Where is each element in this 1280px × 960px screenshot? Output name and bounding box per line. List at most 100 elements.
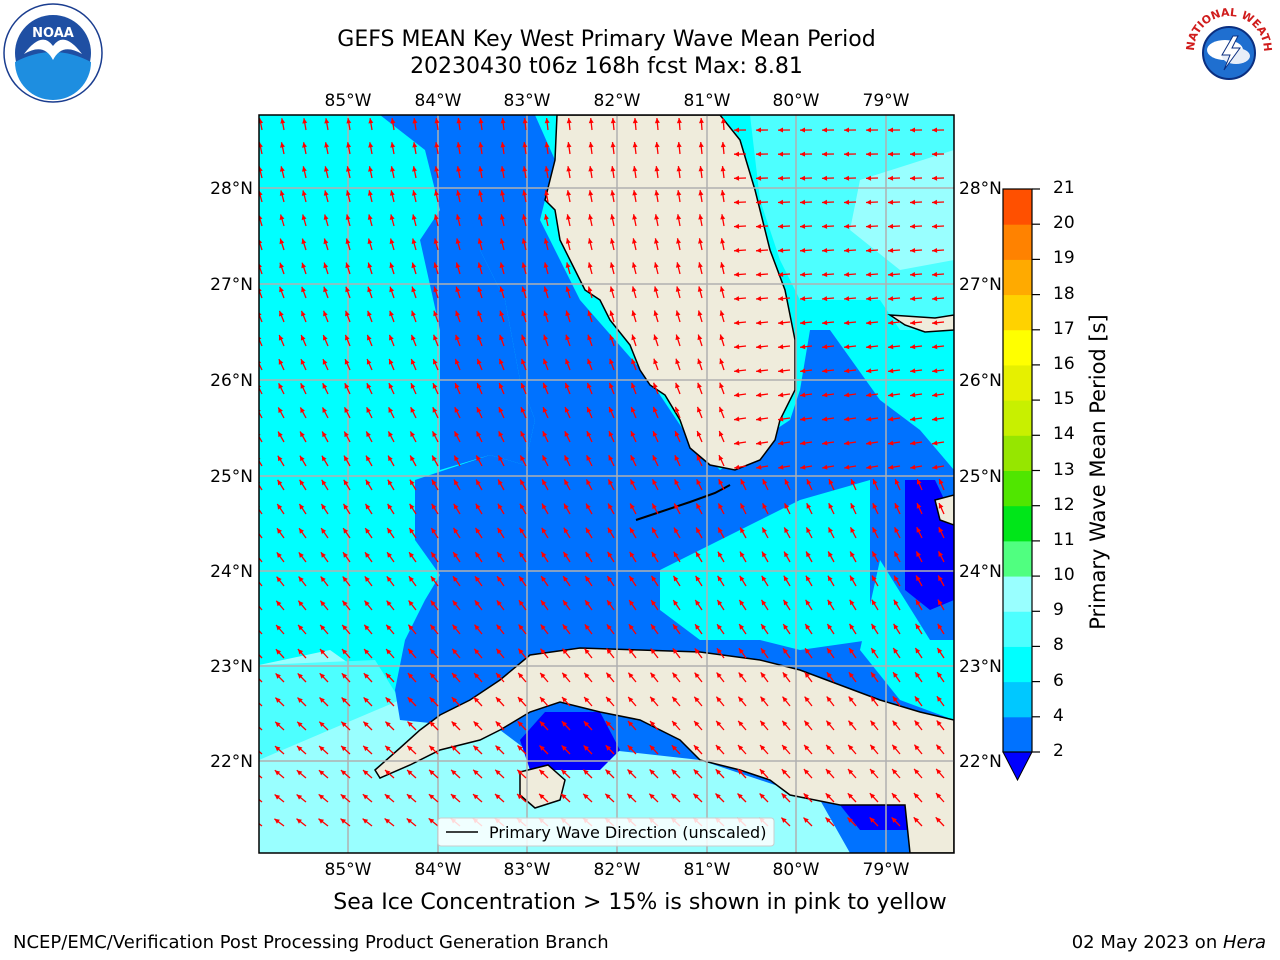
wave-arrow-head	[451, 769, 457, 776]
wave-arrow-head	[872, 503, 878, 509]
colorbar-segment	[1003, 646, 1032, 683]
wave-arrow-head	[362, 818, 369, 824]
wave-arrow-head	[277, 504, 283, 510]
wave-arrow-head	[475, 576, 480, 582]
wave-arrow-head	[456, 190, 461, 196]
wave-arrow-head	[827, 624, 833, 630]
wave-arrow-head	[872, 527, 878, 533]
wave-arrow-head	[367, 286, 372, 293]
wave-arrow-head	[387, 528, 393, 534]
wave-arrow-head	[632, 214, 638, 220]
wave-arrow-head	[844, 248, 850, 253]
wave-arrow-head	[914, 696, 920, 702]
wave-arrow-head	[521, 286, 527, 293]
wave-arrow-head	[539, 793, 545, 800]
wave-arrow-head	[406, 794, 413, 800]
wave-arrow-head	[649, 745, 655, 751]
wave-arrow-head	[631, 286, 637, 292]
wave-arrow-head	[565, 358, 570, 365]
wave-arrow-head	[409, 479, 415, 486]
colorbar-segment	[1003, 611, 1032, 647]
wave-arrow-head	[565, 334, 570, 341]
wave-arrow-head	[654, 214, 660, 220]
wave-arrow-head	[910, 199, 916, 205]
wave-arrow-head	[520, 407, 526, 413]
lon-label-bottom: 84°W	[415, 860, 462, 880]
wave-arrow-head	[561, 793, 567, 800]
wave-arrow-head	[474, 648, 480, 655]
wave-arrow-head	[497, 552, 503, 558]
wave-arrow-head	[716, 720, 722, 727]
wave-arrow-head	[893, 648, 899, 654]
wave-arrow-head	[734, 392, 740, 398]
wave-arrow-head	[675, 310, 681, 316]
wave-arrow-head	[734, 440, 740, 446]
wave-arrow-head	[631, 407, 636, 413]
wave-arrow-head	[588, 142, 594, 148]
wave-arrow-head	[521, 310, 527, 317]
wave-arrow	[259, 822, 263, 827]
wave-arrow-head	[800, 392, 806, 398]
wave-arrow-head	[410, 359, 416, 365]
wave-arrow-head	[322, 359, 328, 365]
wave-arrow-head	[826, 720, 832, 727]
wave-arrow-head	[822, 127, 827, 133]
wave-arrow-head	[363, 721, 369, 727]
wave-arrow-head	[938, 551, 943, 557]
wave-arrow-head	[697, 406, 702, 413]
wave-arrow-head	[517, 697, 524, 703]
wave-arrow-head	[715, 745, 722, 751]
wave-arrow-head	[388, 431, 393, 437]
wave-arrow-head	[388, 407, 394, 413]
wave-arrow-head	[410, 407, 416, 413]
wave-arrow-head	[783, 599, 789, 606]
wave-arrow-head	[390, 166, 395, 172]
wave-arrow-head	[698, 214, 704, 220]
wave-arrow-head	[654, 118, 660, 124]
wave-arrow-head	[937, 599, 943, 606]
wave-arrow-head	[341, 697, 347, 703]
wave-arrow-head	[564, 479, 569, 485]
wave-arrow-head	[544, 142, 550, 148]
wave-arrow-head	[632, 238, 637, 244]
wave-arrow-head	[888, 464, 894, 470]
wave-arrow	[259, 750, 263, 755]
wave-arrow-head	[800, 368, 806, 374]
legend-label: Primary Wave Direction (unscaled)	[489, 823, 766, 842]
wave-arrow-head	[274, 770, 281, 776]
wave-arrow-head	[254, 673, 259, 678]
wave-arrow-head	[500, 190, 505, 196]
wave-arrow-head	[279, 214, 285, 220]
wave-arrow-head	[543, 238, 549, 244]
wave-arrow-head	[521, 334, 526, 341]
wave-arrow-head	[607, 527, 613, 534]
wave-arrow-head	[322, 383, 328, 389]
wave-arrow-head	[412, 118, 418, 124]
wave-arrow-head	[675, 358, 680, 365]
wave-arrow-head	[517, 745, 523, 751]
map-subtitle: 20230430 t06z 168h fcst Max: 8.81	[410, 54, 803, 79]
wave-arrow-head	[716, 648, 722, 654]
wave-arrow-head	[541, 576, 547, 582]
wave-arrow-head	[341, 673, 347, 679]
wave-arrow-head	[408, 648, 414, 655]
wave-arrow-head	[910, 296, 916, 302]
wave-arrow-head	[563, 600, 568, 606]
nws-logo: NATIONAL WEATHER SERVICE	[1178, 0, 1276, 98]
wave-arrow-head	[346, 166, 351, 172]
wave-arrow-head	[910, 127, 915, 133]
wave-arrow-head	[784, 527, 789, 533]
wave-arrow-head	[522, 166, 528, 172]
wave-arrow-head	[654, 190, 660, 196]
wave-arrow-head	[586, 503, 591, 510]
wave-arrow-head	[871, 648, 877, 654]
wave-arrow-head	[585, 600, 590, 606]
wave-arrow-head	[388, 359, 394, 365]
wave-arrow-head	[253, 722, 258, 727]
wave-arrow-head	[407, 721, 413, 727]
wave-arrow-head	[412, 190, 417, 196]
wave-arrow-head	[888, 175, 894, 181]
wave-arrow-head	[844, 440, 850, 446]
wave-arrow-head	[872, 551, 877, 557]
